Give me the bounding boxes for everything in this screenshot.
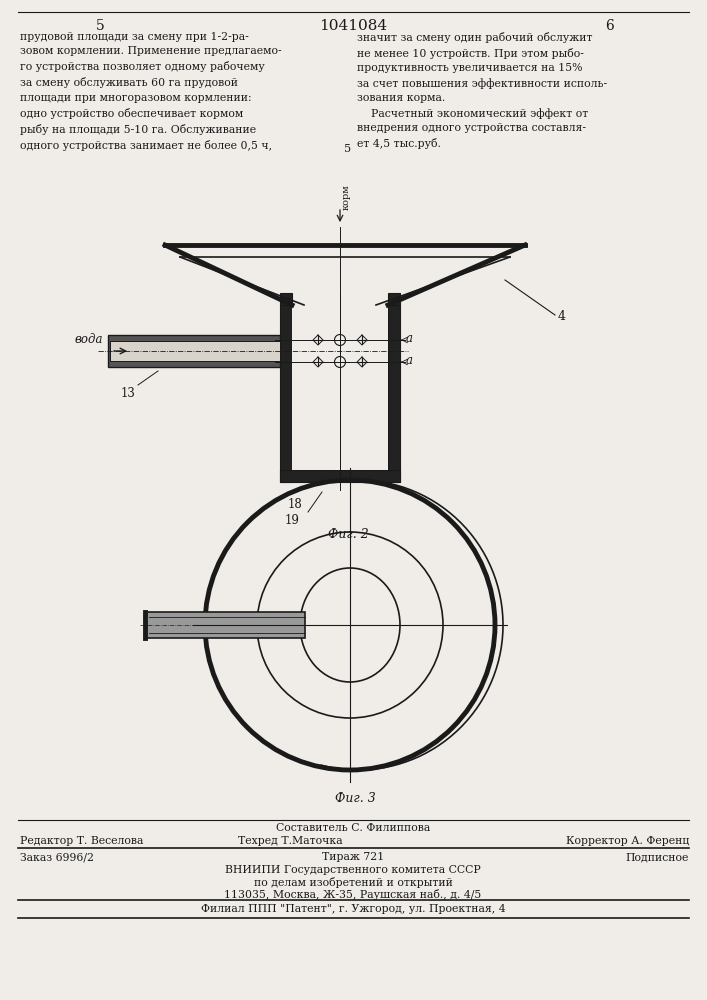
Text: 4: 4 [558,310,566,324]
Bar [388,305,400,482]
Text: 5: 5 [95,19,105,33]
Bar [388,293,400,305]
Text: Техред Т.Маточка: Техред Т.Маточка [238,836,342,846]
Text: Тираж 721: Тираж 721 [322,852,384,862]
Text: Фиг. 2: Фиг. 2 [327,528,368,541]
Bar [110,341,280,361]
Text: Подписное: Подписное [626,852,689,862]
Text: 113035, Москва, Ж-35, Раушская наб., д. 4/5: 113035, Москва, Ж-35, Раушская наб., д. … [224,889,481,900]
Text: 1041084: 1041084 [319,19,387,33]
Bar [292,305,388,470]
Text: Составитель С. Филиппова: Составитель С. Филиппова [276,823,430,833]
Text: Корректор А. Ференц: Корректор А. Ференц [566,836,689,846]
Bar [280,293,292,305]
Bar [280,470,400,482]
Text: 13: 13 [121,387,136,400]
Text: по делам изобретений и открытий: по делам изобретений и открытий [254,877,452,888]
Text: а: а [406,332,413,346]
Bar [145,612,305,638]
Bar [280,305,292,482]
Text: корм: корм [342,184,351,210]
Text: 6: 6 [606,19,614,33]
Text: Редактор Т. Веселова: Редактор Т. Веселова [20,836,144,846]
Text: прудовой площади за смену при 1-2-ра-
зовом кормлении. Применение предлагаемо-
г: прудовой площади за смену при 1-2-ра- зо… [20,32,281,151]
Text: вода: вода [74,333,103,346]
Text: 18: 18 [288,498,303,511]
Bar [108,335,280,367]
Text: значит за смену один рабочий обслужит
не менее 10 устройств. При этом рыбо-
прод: значит за смену один рабочий обслужит не… [357,32,607,149]
Text: Заказ 6996/2: Заказ 6996/2 [20,852,94,862]
Text: Фиг. 3: Фиг. 3 [334,792,375,805]
Text: 19: 19 [285,514,300,527]
Text: ВНИИПИ Государственного комитета СССР: ВНИИПИ Государственного комитета СССР [225,865,481,875]
Text: 5: 5 [344,144,351,154]
Text: а: а [406,355,413,367]
Text: Филиал ППП "Патент", г. Ужгород, ул. Проектная, 4: Филиал ППП "Патент", г. Ужгород, ул. Про… [201,904,506,914]
